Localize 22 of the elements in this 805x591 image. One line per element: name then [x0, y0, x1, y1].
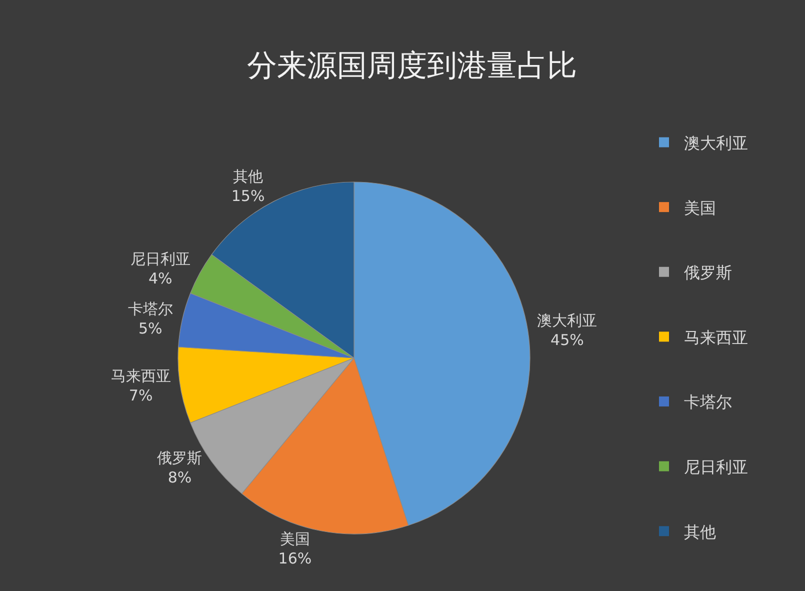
- legend-label: 尼日利亚: [684, 458, 748, 477]
- legend-label: 马来西亚: [684, 328, 748, 347]
- data-label: 8%: [168, 468, 192, 487]
- data-label: 45%: [550, 330, 584, 349]
- slice-label: 美国: [280, 530, 310, 548]
- slice-label: 其他: [233, 168, 264, 186]
- legend-label: 俄罗斯: [684, 263, 732, 282]
- legend-label: 美国: [684, 198, 716, 218]
- legend-label: 澳大利亚: [684, 134, 748, 153]
- legend-label: 其他: [684, 522, 716, 542]
- slice-label: 俄罗斯: [157, 449, 202, 468]
- slice-label: 卡塔尔: [128, 300, 173, 318]
- slice-label: 马来西亚: [110, 367, 171, 386]
- data-label: 15%: [231, 187, 265, 206]
- data-label: 7%: [128, 386, 153, 405]
- legend-label: 卡塔尔: [684, 392, 732, 412]
- slice-label: 尼日利亚: [130, 250, 190, 268]
- data-label: 16%: [278, 550, 312, 568]
- slice-label: 澳大利亚: [537, 311, 598, 330]
- data-label: 4%: [148, 270, 172, 288]
- data-label: 5%: [138, 319, 162, 338]
- chart-title: 分来源国周度到港量占比: [247, 48, 577, 84]
